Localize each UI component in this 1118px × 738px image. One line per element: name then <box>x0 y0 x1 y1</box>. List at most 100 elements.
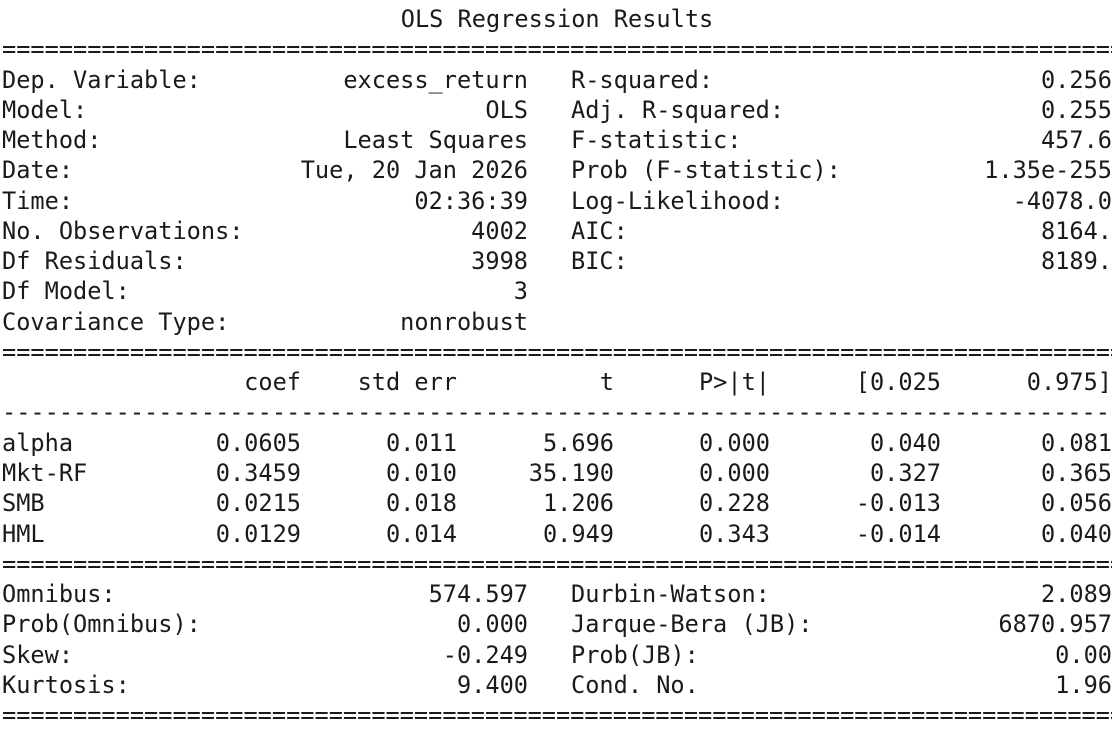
coef-col-header: 0.975] <box>1026 368 1112 397</box>
diagnostics-row: Omnibus: 574.597 Durbin-Watson: 2.089 <box>2 579 1114 609</box>
info-label: Dep. Variable: <box>2 65 201 94</box>
info-row: Date: Tue, 20 Jan 2026 Prob (F-statistic)… <box>2 155 1114 185</box>
param-name: SMB <box>2 489 45 518</box>
info-value: nonrobust <box>400 307 528 336</box>
coef-col-header-name <box>2 367 102 397</box>
separator-double-diagnostics-top <box>2 549 1112 579</box>
info-label: Method: <box>2 126 102 155</box>
ci-upper: 0.056 <box>1040 489 1112 518</box>
info-value: 0.255 <box>1040 95 1112 124</box>
info-row: Dep. Variable: excess_return R-squared: 0.… <box>2 65 1114 95</box>
diagnostic-value: 9.400 <box>456 670 528 699</box>
info-row: Time: 02:36:39 Log-Likelihood: -4078.0 <box>2 186 1114 216</box>
info-row: Df Residuals: 3998 BIC: 8189. <box>2 246 1114 276</box>
coef-row: Mkt-RF 0.3459 0.010 35.190 0.000 0.327 0… <box>2 458 1114 488</box>
coef-col-header: t <box>599 368 614 397</box>
std-err-value: 0.018 <box>385 489 457 518</box>
coef-value: 0.3459 <box>215 458 301 487</box>
diagnostic-value: 0.00 <box>1055 640 1112 669</box>
coef-value: 0.0605 <box>215 428 301 457</box>
ci-upper: 0.081 <box>1040 428 1112 457</box>
coef-value: 0.0129 <box>215 519 301 548</box>
diagnostic-label: Jarque-Bera (JB): <box>571 610 813 639</box>
info-value: 3 <box>513 277 528 306</box>
info-value: excess_return <box>343 65 528 94</box>
ci-lower: 0.327 <box>869 458 941 487</box>
diagnostic-value: 6870.957 <box>998 610 1112 639</box>
coef-table-header: coef std err t P>|t| [0.025 0.975] <box>2 367 1114 397</box>
info-value: 8164. <box>1040 216 1112 245</box>
t-value: 1.206 <box>542 489 614 518</box>
info-row: Method: Least Squares F-statistic: 457.6 <box>2 125 1114 155</box>
info-value: 3998 <box>471 247 528 276</box>
param-name: Mkt-RF <box>2 458 88 487</box>
info-row: No. Observations: 4002 AIC: 8164. <box>2 216 1114 246</box>
coef-row: SMB 0.0215 0.018 1.206 0.228 -0.013 0.05… <box>2 488 1114 518</box>
info-label: Date: <box>2 156 74 185</box>
p-value: 0.228 <box>698 489 770 518</box>
diagnostic-label: Kurtosis: <box>2 670 130 699</box>
info-row: Model: OLS Adj. R-squared: 0.255 <box>2 95 1114 125</box>
info-value: OLS <box>485 95 528 124</box>
separator-double-top <box>2 34 1112 64</box>
separator-double-coef-top <box>2 337 1112 367</box>
diagnostic-value: 1.96 <box>1055 670 1112 699</box>
param-name: alpha <box>2 428 74 457</box>
info-value: 8189. <box>1040 247 1112 276</box>
info-value: 0.256 <box>1040 65 1112 94</box>
p-value: 0.000 <box>698 458 770 487</box>
info-value: 02:36:39 <box>414 186 528 215</box>
diagnostic-label: Durbin-Watson: <box>571 580 770 609</box>
info-value: 1.35e-255 <box>984 156 1112 185</box>
coef-col-header: P>|t| <box>698 368 770 397</box>
coef-col-header: std err <box>357 368 457 397</box>
info-value: Least Squares <box>343 126 528 155</box>
std-err-value: 0.014 <box>385 519 457 548</box>
info-label: Log-Likelihood: <box>571 186 785 215</box>
diagnostic-value: 0.000 <box>456 610 528 639</box>
info-label: Time: <box>2 186 74 215</box>
param-name: HML <box>2 519 45 548</box>
info-label: AIC: <box>571 216 628 245</box>
coef-value: 0.0215 <box>215 489 301 518</box>
diagnostic-label: Prob(Omnibus): <box>2 610 201 639</box>
diagnostic-value: 2.089 <box>1040 580 1112 609</box>
ci-upper: 0.365 <box>1040 458 1112 487</box>
ci-lower: -0.014 <box>855 519 941 548</box>
ci-upper: 0.040 <box>1040 519 1112 548</box>
info-label: Model: <box>2 95 88 124</box>
diagnostics-row: Skew: -0.249 Prob(JB): 0.00 <box>2 640 1114 670</box>
diagnostics-row: Prob(Omnibus): 0.000 Jarque-Bera (JB): 687… <box>2 609 1114 639</box>
diagnostic-value: 574.597 <box>428 580 528 609</box>
coef-row: HML 0.0129 0.014 0.949 0.343 -0.014 0.04… <box>2 519 1114 549</box>
info-label: Covariance Type: <box>2 307 230 336</box>
info-value: Tue, 20 Jan 2026 <box>300 156 528 185</box>
info-value: -4078.0 <box>1012 186 1112 215</box>
diagnostic-value: -0.249 <box>442 640 528 669</box>
diagnostic-label: Skew: <box>2 640 74 669</box>
info-label: Prob (F-statistic): <box>571 156 841 185</box>
ci-lower: 0.040 <box>869 428 941 457</box>
info-label: R-squared: <box>571 65 714 94</box>
diagnostic-label: Prob(JB): <box>571 640 699 669</box>
p-value: 0.343 <box>698 519 770 548</box>
diagnostic-label: Omnibus: <box>2 580 116 609</box>
info-row: Covariance Type: nonrobust <box>2 307 1114 337</box>
separator-single <box>2 397 1112 427</box>
info-label: BIC: <box>571 247 628 276</box>
ci-lower: -0.013 <box>855 489 941 518</box>
separator-double-bottom <box>2 700 1112 730</box>
coef-col-header: [0.025 <box>855 368 941 397</box>
diagnostics-row: Kurtosis: 9.400 Cond. No. 1.96 <box>2 670 1114 700</box>
report-title: OLS Regression Results <box>400 5 714 33</box>
std-err-value: 0.010 <box>385 458 457 487</box>
info-value: 457.6 <box>1040 126 1112 155</box>
coef-col-header: coef <box>244 368 301 397</box>
info-label: F-statistic: <box>571 126 742 155</box>
t-value: 5.696 <box>542 428 614 457</box>
info-value: 4002 <box>471 216 528 245</box>
std-err-value: 0.011 <box>385 428 457 457</box>
diagnostic-label: Cond. No. <box>571 670 699 699</box>
t-value: 0.949 <box>542 519 614 548</box>
